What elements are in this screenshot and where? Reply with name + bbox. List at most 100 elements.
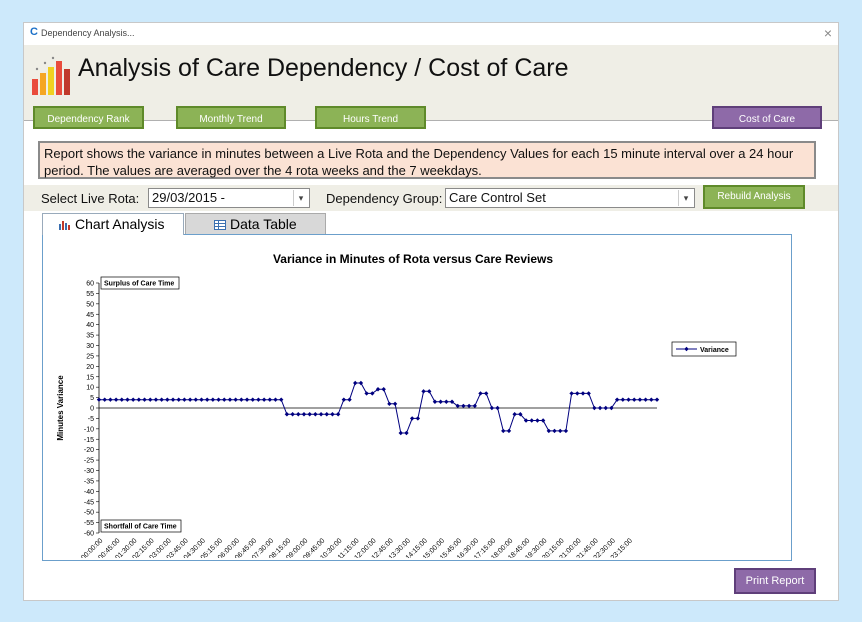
cost-of-care-button[interactable]: Cost of Care xyxy=(712,106,822,129)
y-tick-label: 15 xyxy=(86,374,94,381)
variance-point xyxy=(478,391,483,396)
variance-point xyxy=(307,412,312,417)
variance-point xyxy=(552,428,557,434)
y-tick-label: -10 xyxy=(84,426,94,433)
variance-point xyxy=(626,397,631,402)
variance-point xyxy=(233,397,238,402)
variance-point xyxy=(421,389,426,394)
variance-point xyxy=(455,403,460,409)
variance-point xyxy=(358,380,364,386)
variance-point xyxy=(182,397,187,402)
variance-point xyxy=(256,397,261,402)
title-bar: C Dependency Analysis... × xyxy=(24,23,838,45)
variance-point xyxy=(370,391,375,396)
variance-point xyxy=(142,397,147,402)
close-icon[interactable]: × xyxy=(823,25,832,41)
variance-point xyxy=(535,418,540,423)
variance-point xyxy=(125,397,130,402)
variance-point xyxy=(580,391,586,396)
dependency-group-value: Care Control Set xyxy=(449,190,546,205)
dependency-rank-button[interactable]: Dependency Rank xyxy=(33,106,144,129)
print-report-button[interactable]: Print Report xyxy=(734,568,816,594)
variance-point xyxy=(489,405,495,411)
variance-point xyxy=(654,397,660,402)
variance-point xyxy=(267,397,273,402)
bar-chart-logo-icon xyxy=(32,56,70,95)
y-tick-label: 25 xyxy=(86,353,94,360)
y-tick-label: 50 xyxy=(86,301,94,308)
shortfall-annotation: Shortfall of Care Time xyxy=(104,524,177,531)
variance-point xyxy=(279,397,284,402)
variance-point xyxy=(108,397,113,402)
legend-marker xyxy=(684,346,689,352)
variance-point xyxy=(438,399,443,404)
surplus-annotation: Surplus of Care Time xyxy=(104,281,174,288)
rota-select-value: 29/03/2015 - xyxy=(152,190,226,205)
variance-point xyxy=(284,412,290,417)
y-tick-label: 35 xyxy=(86,333,94,340)
y-tick-label: -40 xyxy=(84,489,94,496)
rota-select[interactable]: 29/03/2015 - ▾ xyxy=(148,188,310,208)
variance-point xyxy=(592,405,597,411)
tab-chart-analysis[interactable]: Chart Analysis xyxy=(42,213,184,235)
variance-point xyxy=(398,430,403,436)
monthly-trend-button[interactable]: Monthly Trend xyxy=(176,106,286,129)
variance-point xyxy=(239,397,244,402)
variance-point xyxy=(597,405,603,411)
chevron-down-icon[interactable]: ▾ xyxy=(293,190,308,206)
variance-point xyxy=(216,397,221,402)
y-tick-label: 55 xyxy=(86,291,94,298)
variance-point xyxy=(347,397,352,402)
variance-point xyxy=(261,397,267,402)
variance-point xyxy=(432,399,438,404)
variance-point xyxy=(301,412,307,417)
y-tick-label: -15 xyxy=(84,437,94,444)
y-tick-label: -20 xyxy=(84,447,94,454)
y-tick-label: -50 xyxy=(84,510,94,517)
surplus-annotation-box xyxy=(100,276,180,290)
variance-point xyxy=(204,397,210,402)
variance-point xyxy=(193,397,198,402)
chevron-down-icon[interactable]: ▾ xyxy=(678,190,693,206)
dependency-group-select[interactable]: Care Control Set ▾ xyxy=(445,188,695,208)
y-tick-label: 0 xyxy=(90,406,94,413)
variance-point xyxy=(518,412,523,417)
header: Analysis of Care Dependency / Cost of Ca… xyxy=(24,45,838,121)
y-tick-label: 60 xyxy=(86,281,94,288)
variance-point xyxy=(409,416,415,421)
app-window: C Dependency Analysis... × Analysis of C… xyxy=(23,22,839,601)
y-tick-label: -25 xyxy=(84,458,94,465)
variance-point xyxy=(222,397,227,402)
variance-point xyxy=(466,403,472,409)
variance-point xyxy=(335,412,341,417)
dependency-group-label: Dependency Group: xyxy=(326,191,443,206)
variance-point xyxy=(119,397,124,402)
rota-label: Select Live Rota: xyxy=(41,191,140,206)
hours-trend-button[interactable]: Hours Trend xyxy=(315,106,426,129)
y-tick-label: 30 xyxy=(86,343,94,350)
y-tick-label: 40 xyxy=(86,322,94,329)
variance-point xyxy=(250,397,255,402)
variance-point xyxy=(546,428,552,434)
tab-data-table[interactable]: Data Table xyxy=(185,213,326,235)
table-tab-icon xyxy=(214,220,226,231)
variance-point xyxy=(649,397,654,402)
y-tick-label: -35 xyxy=(84,478,94,485)
variance-point xyxy=(506,428,512,434)
variance-point xyxy=(387,401,392,407)
shortfall-annotation-box xyxy=(100,519,182,533)
variance-point xyxy=(569,391,574,396)
variance-point xyxy=(586,391,591,396)
variance-point xyxy=(136,397,142,402)
report-description: Report shows the variance in minutes bet… xyxy=(38,141,816,179)
variance-point xyxy=(540,418,546,423)
variance-point xyxy=(603,405,608,411)
variance-point xyxy=(244,397,250,402)
variance-point xyxy=(415,416,421,421)
variance-point xyxy=(381,387,386,392)
rebuild-analysis-button[interactable]: Rebuild Analysis xyxy=(703,185,805,209)
variance-point xyxy=(290,412,295,417)
variance-point xyxy=(404,430,409,436)
variance-point xyxy=(341,397,347,402)
variance-point xyxy=(643,397,648,402)
